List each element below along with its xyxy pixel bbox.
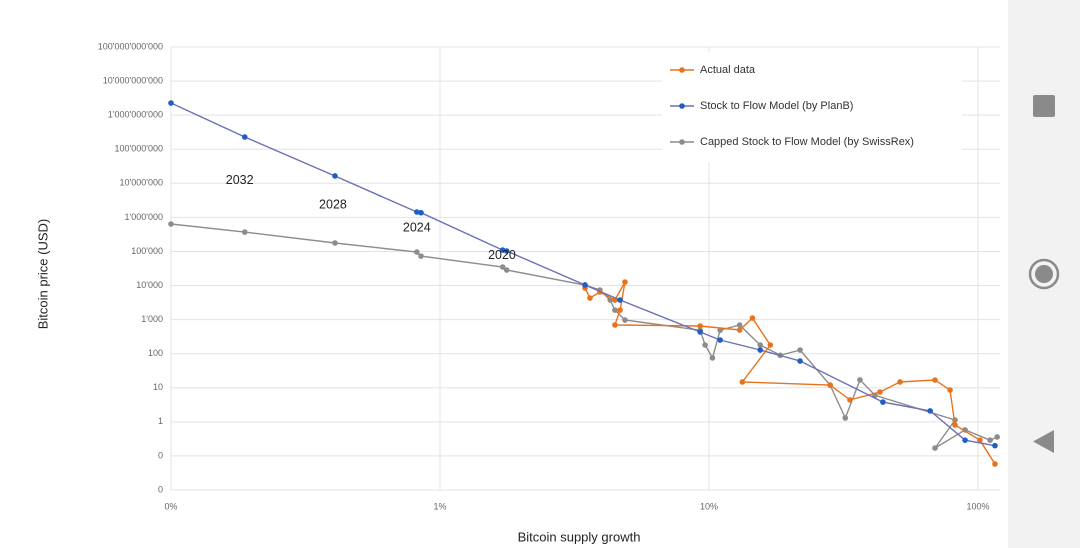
annotation: 2028 bbox=[319, 197, 347, 211]
y-tick-label: 1'000 bbox=[141, 314, 163, 324]
data-point bbox=[992, 442, 998, 449]
back-button[interactable] bbox=[1033, 430, 1054, 453]
home-button-dot bbox=[1035, 265, 1053, 283]
data-point bbox=[767, 342, 774, 348]
data-point bbox=[932, 377, 938, 383]
data-point bbox=[241, 134, 248, 140]
data-point bbox=[697, 329, 703, 335]
data-point bbox=[962, 437, 968, 443]
data-point bbox=[582, 282, 588, 288]
data-point bbox=[241, 229, 248, 235]
data-point bbox=[736, 322, 743, 328]
data-point bbox=[757, 347, 764, 353]
data-point bbox=[717, 337, 723, 343]
data-point bbox=[332, 173, 338, 179]
annotation: 2032 bbox=[226, 173, 254, 187]
data-point bbox=[847, 397, 853, 403]
series-line bbox=[170, 223, 998, 449]
data-point bbox=[932, 445, 938, 451]
data-point bbox=[499, 264, 506, 270]
y-axis-label: Bitcoin price (USD) bbox=[35, 219, 50, 330]
y-tick-label: 0 bbox=[158, 484, 163, 494]
data-point bbox=[739, 379, 746, 385]
y-tick-label: 1'000'000 bbox=[125, 212, 163, 222]
data-point bbox=[622, 279, 628, 285]
x-tick-label: 10% bbox=[700, 501, 718, 511]
data-point bbox=[418, 209, 424, 216]
data-point bbox=[617, 297, 623, 303]
legend-swatch-marker bbox=[679, 103, 685, 109]
data-point bbox=[927, 408, 933, 414]
home-button[interactable] bbox=[1028, 258, 1060, 290]
data-point bbox=[697, 323, 703, 329]
data-point bbox=[503, 248, 510, 254]
data-point bbox=[168, 221, 174, 227]
recent-apps-button[interactable] bbox=[1033, 95, 1055, 117]
y-tick-label: 100'000'000 bbox=[115, 144, 164, 154]
y-tick-label: 10 bbox=[153, 382, 163, 392]
data-point bbox=[857, 377, 863, 383]
legend-swatch-marker bbox=[679, 67, 685, 73]
data-point bbox=[797, 347, 803, 353]
data-point bbox=[827, 382, 833, 388]
x-tick-label: 100% bbox=[967, 501, 990, 511]
annotation: 2020 bbox=[488, 248, 516, 262]
data-point bbox=[842, 415, 849, 421]
data-point bbox=[987, 437, 993, 443]
y-tick-label: 1'000'000'000 bbox=[108, 110, 163, 120]
data-point bbox=[418, 253, 424, 259]
data-point bbox=[797, 358, 803, 364]
data-point bbox=[622, 317, 628, 323]
y-tick-label: 10'000'000'000 bbox=[103, 75, 163, 85]
data-point bbox=[702, 342, 708, 348]
data-point bbox=[877, 389, 883, 395]
legend-box bbox=[662, 52, 962, 162]
y-tick-label: 10'000 bbox=[136, 280, 163, 290]
data-point bbox=[617, 307, 623, 313]
legend-label: Stock to Flow Model (by PlanB) bbox=[700, 100, 853, 112]
data-point bbox=[947, 387, 953, 393]
data-point bbox=[587, 295, 593, 301]
data-point bbox=[503, 267, 510, 273]
data-point bbox=[612, 307, 618, 313]
data-point bbox=[168, 100, 174, 106]
x-tick-label: 1% bbox=[433, 501, 446, 511]
data-point bbox=[757, 342, 764, 348]
y-tick-label: 1 bbox=[158, 416, 163, 426]
data-point bbox=[994, 434, 1000, 440]
data-point bbox=[749, 315, 756, 321]
annotation: 2024 bbox=[403, 221, 431, 235]
data-point bbox=[332, 240, 338, 246]
series-line bbox=[584, 281, 996, 465]
data-point bbox=[612, 322, 618, 328]
x-tick-label: 0% bbox=[164, 501, 177, 511]
data-point bbox=[977, 437, 983, 443]
y-tick-label: 100'000 bbox=[131, 246, 163, 256]
y-tick-label: 100 bbox=[148, 348, 163, 358]
data-point bbox=[736, 327, 743, 333]
legend-label: Actual data bbox=[700, 64, 756, 76]
y-tick-label: 10'000'000 bbox=[120, 178, 163, 188]
data-point bbox=[880, 399, 886, 405]
data-point bbox=[709, 355, 716, 361]
y-tick-label: 0 bbox=[158, 450, 163, 460]
legend-label: Capped Stock to Flow Model (by SwissRex) bbox=[700, 136, 914, 148]
y-tick-label: 100'000'000'000 bbox=[98, 41, 163, 51]
data-point bbox=[414, 249, 420, 255]
legend-swatch-marker bbox=[679, 139, 685, 145]
data-point bbox=[952, 422, 958, 428]
chart: 0 0 1 10 100 1'000 10'000 100'000 1'000'000 10'00… bbox=[98, 41, 1000, 511]
data-point bbox=[897, 379, 903, 385]
x-axis-label: Bitcoin supply growth bbox=[518, 529, 641, 544]
data-point bbox=[992, 461, 998, 467]
data-point bbox=[414, 209, 420, 215]
